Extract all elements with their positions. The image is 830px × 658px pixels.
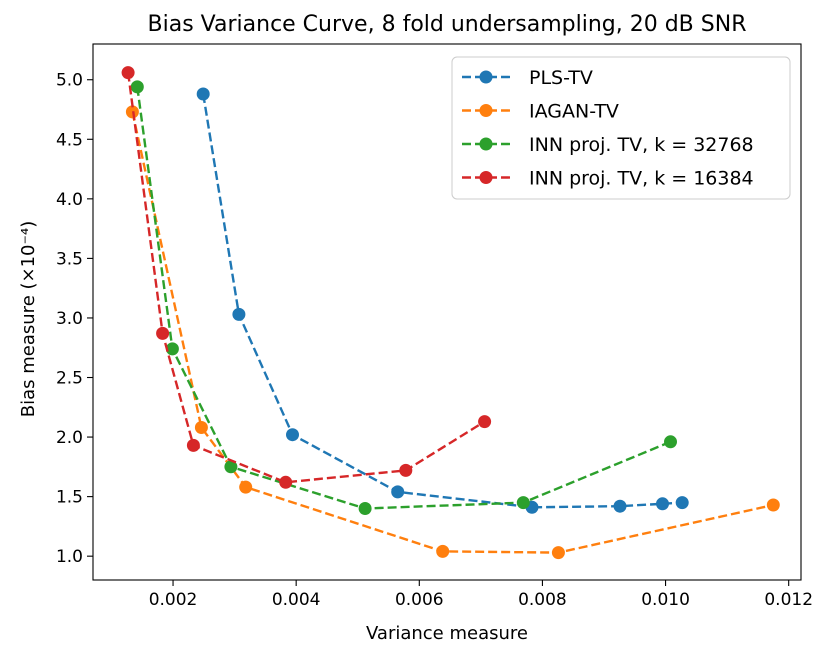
plot-frame [92, 43, 802, 581]
data-point [121, 66, 135, 80]
data-point [478, 415, 492, 429]
chart-title: Bias Variance Curve, 8 fold undersamplin… [148, 12, 747, 37]
data-point [516, 496, 530, 510]
data-point [279, 475, 293, 489]
legend-label-3: INN proj. TV, k = 32768 [529, 134, 754, 156]
data-point [156, 326, 170, 340]
data-point [436, 544, 450, 558]
legend-marker-4 [479, 171, 493, 184]
legend: PLS-TV IAGAN-TV INN proj. TV, k = 32768 INN… [451, 56, 791, 200]
legend-box [451, 56, 791, 200]
legend-label-4: INN proj. TV, k = 16384 [529, 168, 754, 190]
data-point [239, 480, 253, 494]
series-line-4 [126, 72, 486, 484]
x-tick-label: 0.010 [641, 590, 690, 610]
data-point [766, 498, 780, 512]
y-axis-label: Bias measure (×10⁻⁴) [18, 221, 39, 417]
y-tick-label: 2.0 [56, 428, 83, 448]
y-tick-label: 5.0 [56, 71, 83, 91]
x-tick-label: 0.002 [149, 590, 198, 610]
y-tick-label: 1.5 [56, 488, 83, 508]
legend-marker-3 [479, 137, 493, 151]
data-point [664, 435, 677, 449]
series-layer [121, 66, 780, 560]
legend-marker-2 [479, 104, 493, 117]
series-line-2 [131, 111, 774, 554]
data-point [675, 496, 689, 510]
data-point [399, 463, 413, 477]
data-point [196, 87, 210, 101]
data-point [224, 460, 238, 474]
data-point [232, 307, 246, 321]
legend-marker-1 [479, 70, 493, 84]
y-tick-label: 2.5 [56, 369, 83, 389]
y-tick-label: 3.5 [56, 249, 83, 269]
data-point [165, 342, 179, 356]
data-point [656, 497, 669, 511]
y-tick-label: 4.5 [56, 130, 83, 150]
x-tick-label: 0.006 [395, 590, 444, 610]
x-tick-label: 0.008 [518, 590, 567, 610]
x-tick-label: 0.012 [764, 590, 813, 610]
data-point [551, 546, 565, 560]
series-line-3 [136, 86, 671, 510]
data-point [286, 428, 299, 442]
data-point [358, 502, 372, 515]
series-line-1 [202, 93, 683, 509]
legend-label-1: PLS-TV [529, 67, 593, 89]
data-point [130, 80, 144, 94]
data-point [194, 421, 208, 434]
axes-layer: 0.002 0.004 0.006 0.008 0.010 0.012 1.0 1.5 2.0 2… [56, 43, 813, 610]
data-point [186, 438, 200, 452]
data-point [613, 499, 627, 513]
data-point [391, 485, 405, 499]
legend-label-2: IAGAN-TV [529, 101, 619, 123]
x-axis-label: Variance measure [366, 623, 528, 644]
y-tick-label: 4.0 [56, 190, 83, 210]
y-tick-label: 3.0 [56, 309, 83, 329]
x-tick-label: 0.004 [272, 590, 321, 610]
y-tick-label: 1.0 [56, 547, 83, 567]
